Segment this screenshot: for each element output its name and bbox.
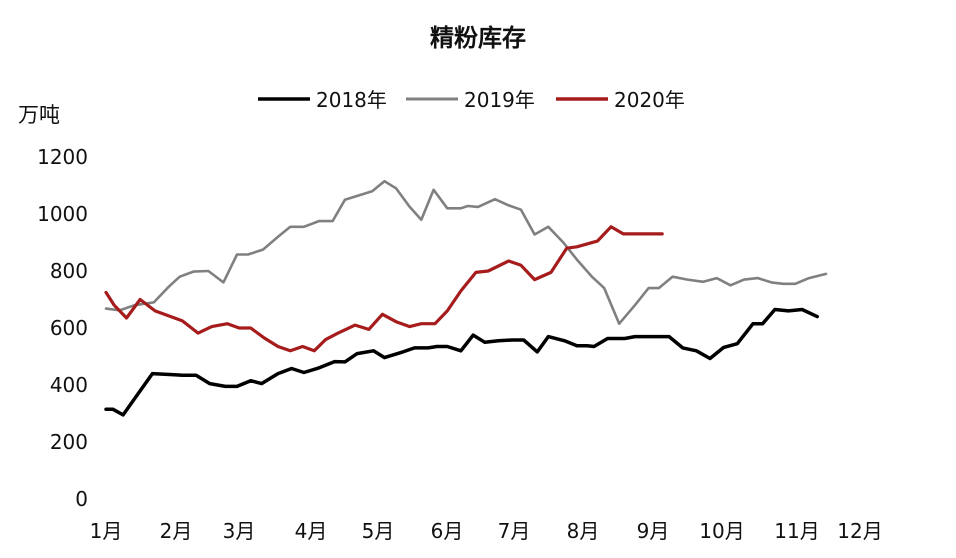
x-tick-label: 7月 [498, 519, 531, 543]
x-tick-label: 1月 [90, 519, 123, 543]
y-tick-label: 1200 [37, 145, 88, 169]
x-tick-label: 4月 [295, 519, 328, 543]
x-tick-label: 10月 [699, 519, 744, 543]
x-tick-label: 12月 [837, 519, 882, 543]
x-tick-label: 6月 [431, 519, 464, 543]
plot-area [104, 179, 828, 417]
legend-item-2018: 2018年 [258, 88, 387, 112]
x-tick-label: 11月 [774, 519, 819, 543]
y-axis-ticks: 0 200 400 600 800 1000 1200 [37, 145, 88, 511]
x-tick-label: 3月 [223, 519, 256, 543]
x-axis-ticks: 1月 2月 3月 4月 5月 6月 7月 8月 9月 10月 11月 12月 [90, 519, 883, 543]
legend-label-2019: 2019年 [464, 88, 535, 112]
series-line-2018年 [104, 307, 819, 417]
chart-title: 精粉库存 [430, 24, 526, 52]
y-tick-label: 200 [50, 430, 88, 454]
x-tick-label: 2月 [160, 519, 193, 543]
y-tick-label: 0 [75, 487, 88, 511]
y-tick-label: 600 [50, 316, 88, 340]
y-tick-label: 400 [50, 373, 88, 397]
y-tick-label: 1000 [37, 202, 88, 226]
x-tick-label: 8月 [567, 519, 600, 543]
legend: 2018年 2019年 2020年 [258, 88, 685, 112]
series-line-2019年 [104, 179, 828, 326]
legend-item-2019: 2019年 [406, 88, 535, 112]
y-axis-label: 万吨 [18, 103, 60, 127]
x-tick-label: 9月 [637, 519, 670, 543]
legend-item-2020: 2020年 [556, 88, 685, 112]
legend-label-2020: 2020年 [614, 88, 685, 112]
x-tick-label: 5月 [362, 519, 395, 543]
y-tick-label: 800 [50, 259, 88, 283]
series-line-2020年 [104, 225, 664, 353]
legend-label-2018: 2018年 [316, 88, 387, 112]
